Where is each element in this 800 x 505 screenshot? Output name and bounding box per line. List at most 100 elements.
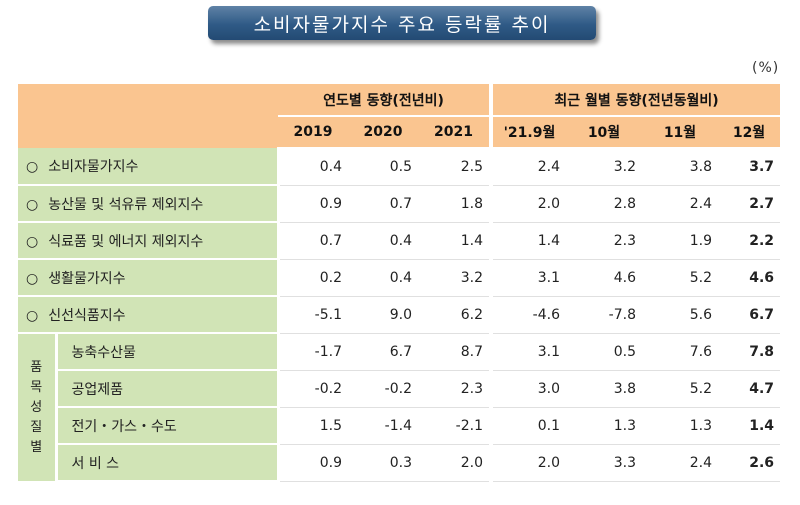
value-cell: 5.2 (642, 370, 718, 408)
value-cell: 2.5 (418, 148, 491, 186)
value-cell: 2.3 (418, 370, 491, 408)
value-cell: 2.8 (566, 185, 642, 223)
value-cell: 2.0 (489, 444, 566, 482)
value-cell: 7.8 (718, 333, 781, 371)
value-cell: 0.3 (348, 444, 418, 482)
side-group-char: 성 (30, 399, 43, 415)
value-cell: 1.4 (489, 222, 566, 260)
value-cell: 4.7 (718, 370, 781, 408)
value-cell: 2.6 (718, 444, 781, 482)
table-row: ○ 농산물 및 석유류 제외지수 0.9 0.7 1.8 2.0 2.8 2.4 2.7 (18, 185, 781, 223)
value-cell: 3.2 (566, 148, 642, 186)
bullet-icon: ○ (26, 159, 39, 175)
value-cell: 2.0 (418, 444, 491, 482)
value-cell: -1.4 (348, 407, 418, 445)
row-label: ○ 식료품 및 에너지 제외지수 (18, 222, 280, 260)
value-cell: 0.4 (348, 259, 418, 297)
value-cell: 3.1 (489, 259, 566, 297)
title-banner: 소비자물가지수 주요 등락률 추이 (208, 6, 596, 40)
value-cell: -0.2 (348, 370, 418, 408)
value-cell: 2.7 (718, 185, 781, 223)
value-cell: 0.7 (348, 185, 418, 223)
sub-row-label: 전기・가스・수도 (56, 407, 280, 445)
table-row: ○ 소비자물가지수 0.4 0.5 2.5 2.4 3.2 3.8 3.7 (18, 148, 781, 186)
column-header: 2019 (278, 116, 348, 149)
value-cell: 0.9 (278, 185, 348, 223)
value-cell: 6.7 (348, 333, 418, 371)
row-label: ○ 농산물 및 석유류 제외지수 (18, 185, 280, 223)
column-header: 12월 (718, 116, 781, 149)
column-header: '21.9월 (489, 116, 566, 149)
value-cell: 6.2 (418, 296, 491, 334)
row-label-text: 식료품 및 에너지 제외지수 (48, 233, 204, 250)
table-row: 공업제품 -0.2 -0.2 2.3 3.0 3.8 5.2 4.7 (18, 370, 781, 408)
value-cell: 0.5 (348, 148, 418, 186)
value-cell: 1.5 (278, 407, 348, 445)
value-cell: 2.2 (718, 222, 781, 260)
value-cell: 4.6 (718, 259, 781, 297)
table-row: 전기・가스・수도 1.5 -1.4 -2.1 0.1 1.3 1.3 1.4 (18, 407, 781, 445)
cpi-table: 연도별 동향(전년비) 최근 월별 동향(전년동월비) 2019 2020 20… (18, 84, 781, 482)
value-cell: 2.0 (489, 185, 566, 223)
value-cell: -4.6 (489, 296, 566, 334)
value-cell: 0.5 (566, 333, 642, 371)
value-cell: 3.8 (642, 148, 718, 186)
monthly-group-header: 최근 월별 동향(전년동월비) (488, 84, 781, 117)
value-cell: 1.3 (566, 407, 642, 445)
value-cell: 1.9 (642, 222, 718, 260)
sub-row-label: 농축수산물 (56, 333, 280, 371)
value-cell: 4.6 (566, 259, 642, 297)
side-group-char: 질 (30, 419, 43, 435)
value-cell: 1.3 (642, 407, 718, 445)
value-cell: 0.7 (278, 222, 348, 260)
header-column-row: 2019 2020 2021 '21.9월 10월 11월 12월 (18, 116, 781, 149)
row-label: ○ 신선식품지수 (18, 296, 280, 334)
value-cell: 1.8 (418, 185, 491, 223)
value-cell: 0.4 (348, 222, 418, 260)
value-cell: 5.2 (642, 259, 718, 297)
row-label-text: 신선식품지수 (48, 307, 126, 324)
value-cell: 3.1 (489, 333, 566, 371)
row-label-text: 농산물 및 석유류 제외지수 (48, 196, 204, 213)
value-cell: 0.9 (278, 444, 348, 482)
side-group-char: 목 (30, 379, 43, 395)
bullet-icon: ○ (26, 270, 39, 287)
value-cell: 7.6 (642, 333, 718, 371)
header-corner (18, 84, 278, 148)
value-cell: -5.1 (278, 296, 348, 334)
table-row: ○ 식료품 및 에너지 제외지수 0.7 0.4 1.4 1.4 2.3 1.9 2.2 (18, 222, 781, 260)
value-cell: 3.8 (566, 370, 642, 408)
value-cell: 9.0 (348, 296, 418, 334)
unit-label: (%) (752, 60, 780, 76)
annual-group-header: 연도별 동향(전년비) (278, 84, 491, 117)
table-row: ○ 생활물가지수 0.2 0.4 3.2 3.1 4.6 5.2 4.6 (18, 259, 781, 297)
table-row: ○ 신선식품지수 -5.1 9.0 6.2 -4.6 -7.8 5.6 6.7 (18, 296, 781, 334)
value-cell: 2.4 (489, 148, 566, 186)
value-cell: -2.1 (418, 407, 491, 445)
bullet-icon: ○ (26, 196, 39, 213)
sub-row-label: 공업제품 (56, 370, 280, 408)
side-group-char: 품 (30, 359, 43, 375)
value-cell: 2.3 (566, 222, 642, 260)
table-row: 서 비 스 0.9 0.3 2.0 2.0 3.3 2.4 2.6 (18, 444, 781, 482)
value-cell: 0.2 (278, 259, 348, 297)
value-cell: 8.7 (418, 333, 491, 371)
row-label-text: 생활물가지수 (48, 270, 126, 287)
value-cell: -0.2 (278, 370, 348, 408)
side-group-char: 별 (30, 439, 43, 455)
value-cell: 5.6 (642, 296, 718, 334)
value-cell: 1.4 (418, 222, 491, 260)
value-cell: 3.2 (418, 259, 491, 297)
value-cell: 0.1 (489, 407, 566, 445)
value-cell: 3.0 (489, 370, 566, 408)
value-cell: 6.7 (718, 296, 781, 334)
column-header: 2020 (348, 116, 418, 149)
table-row: 품 목 성 질 별 농축수산물 -1.7 6.7 8.7 3.1 0.5 7.6 7.8 (18, 333, 781, 481)
bullet-icon: ○ (26, 307, 39, 324)
column-header: 2021 (418, 116, 491, 149)
value-cell: 1.4 (718, 407, 781, 445)
column-header: 11월 (642, 116, 718, 149)
value-cell: -7.8 (566, 296, 642, 334)
value-cell: 3.3 (566, 444, 642, 482)
